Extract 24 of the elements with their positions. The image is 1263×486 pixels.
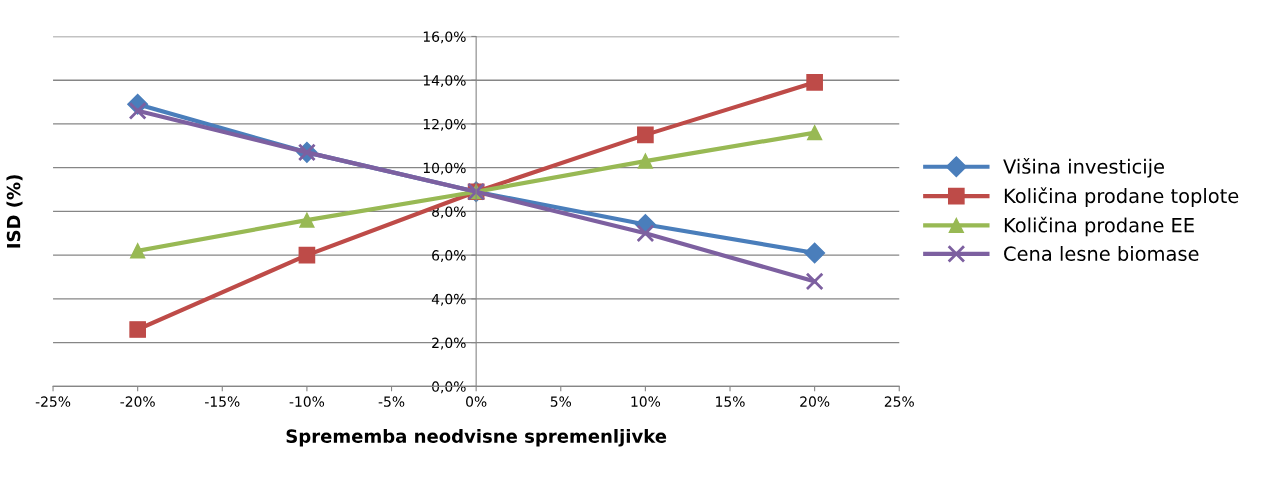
x-tick-label: -15% bbox=[205, 396, 240, 407]
x-tick-label: -5% bbox=[378, 396, 405, 407]
x-tick-label: 10% bbox=[631, 396, 661, 407]
legend-label: Cena lesne biomase bbox=[1004, 245, 1199, 262]
y-tick-label: 10,0% bbox=[423, 162, 466, 175]
legend-label: Višina investicije bbox=[1003, 158, 1164, 178]
x-tick-label: 5% bbox=[550, 396, 572, 407]
legend-label: Količina prodane toplote bbox=[1004, 187, 1239, 207]
y-tick-label: 16,0% bbox=[423, 31, 466, 44]
y-tick-label: 12,0% bbox=[423, 118, 466, 131]
legend-label: Količina prodane EE bbox=[1004, 216, 1194, 237]
x-tick-label: 20% bbox=[800, 396, 830, 407]
x-tick-label: -20% bbox=[120, 396, 155, 407]
y-tick-label: 4,0% bbox=[431, 293, 466, 306]
x-tick-label: 15% bbox=[716, 396, 745, 407]
x-tick-label: -25% bbox=[35, 396, 71, 407]
y-tick-label: 6,0% bbox=[432, 250, 466, 263]
x-tick-label: -10% bbox=[289, 396, 325, 407]
x-tick-label: 0% bbox=[466, 396, 487, 407]
x-tick-label: 25% bbox=[884, 396, 914, 407]
x-axis-title: Sprememba neodvisne spremenljivke bbox=[286, 428, 667, 447]
y-tick-label: 2,0% bbox=[432, 337, 466, 350]
y-tick-label: 14,0% bbox=[423, 75, 466, 88]
y-axis-title: ISD (%) bbox=[6, 175, 23, 248]
